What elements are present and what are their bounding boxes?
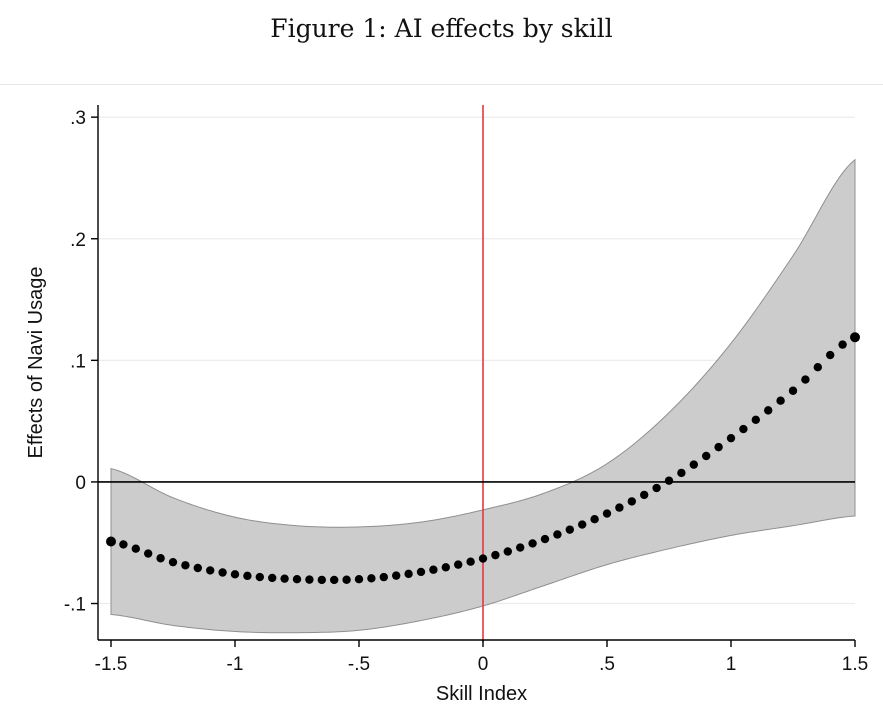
estimate-point bbox=[801, 375, 810, 384]
x-tick-label: -.5 bbox=[348, 654, 370, 675]
estimate-point bbox=[404, 569, 413, 579]
estimate-point bbox=[640, 490, 649, 500]
estimate-point bbox=[850, 332, 860, 343]
x-tick-label: -1 bbox=[227, 654, 244, 675]
estimate-point bbox=[540, 534, 550, 544]
y-tick-label: .1 bbox=[70, 351, 86, 372]
estimate-point bbox=[652, 483, 661, 493]
estimate-point bbox=[441, 563, 450, 572]
estimate-point bbox=[292, 575, 302, 584]
estimate-point bbox=[565, 525, 574, 534]
estimate-point bbox=[193, 563, 202, 573]
estimate-point bbox=[416, 567, 426, 577]
y-tick-label: .2 bbox=[70, 230, 86, 251]
estimate-point bbox=[503, 547, 512, 556]
axes bbox=[91, 105, 856, 647]
estimate-point bbox=[776, 396, 785, 405]
estimate-point bbox=[764, 406, 773, 415]
estimate-point bbox=[367, 574, 376, 583]
x-axis-title: Skill Index bbox=[436, 683, 527, 705]
confidence-band-group bbox=[110, 158, 856, 634]
estimate-point bbox=[454, 560, 463, 569]
estimate-points bbox=[106, 332, 860, 585]
x-tick-label: 0 bbox=[478, 654, 489, 675]
estimate-point bbox=[590, 515, 599, 524]
x-tick-label: 1.5 bbox=[842, 654, 868, 675]
estimate-point bbox=[330, 575, 339, 585]
estimate-point bbox=[739, 424, 748, 434]
y-tick-label: .3 bbox=[70, 108, 86, 129]
estimate-point bbox=[119, 540, 128, 549]
estimate-point bbox=[788, 386, 798, 395]
estimate-point bbox=[813, 363, 822, 372]
estimate-point bbox=[578, 520, 587, 529]
x-tick-label: .5 bbox=[599, 654, 615, 675]
x-tick-label: 1 bbox=[726, 654, 737, 675]
estimate-point bbox=[726, 433, 736, 443]
x-tick-label: -1.5 bbox=[95, 654, 128, 675]
chart-frame: -.1 0 .1 .2 .3 -1.5 -1 -.5 0 .5 1 1.5 Skill Index Eff… bbox=[0, 84, 883, 727]
estimate-point bbox=[491, 550, 500, 560]
estimate-point bbox=[354, 575, 364, 584]
estimate-point bbox=[144, 549, 153, 558]
reference-lines bbox=[98, 105, 855, 642]
estimate-point bbox=[268, 573, 277, 583]
estimate-point bbox=[206, 566, 215, 575]
estimate-point bbox=[168, 557, 178, 567]
estimate-point bbox=[156, 554, 165, 563]
estimate-point bbox=[516, 543, 525, 552]
axis-labels: -.1 0 .1 .2 .3 -1.5 -1 -.5 0 .5 1 1.5 Skill Index Eff… bbox=[25, 108, 868, 705]
estimate-point bbox=[689, 460, 698, 469]
effects-chart: -.1 0 .1 .2 .3 -1.5 -1 -.5 0 .5 1 1.5 Skill Index Eff… bbox=[25, 105, 868, 705]
estimate-point bbox=[280, 574, 289, 583]
estimate-point bbox=[751, 415, 760, 425]
estimate-point bbox=[392, 571, 401, 580]
y-tick-label: -.1 bbox=[64, 595, 86, 616]
estimate-point bbox=[677, 468, 686, 478]
estimate-point bbox=[255, 572, 264, 582]
estimate-point bbox=[528, 539, 537, 548]
estimate-point bbox=[826, 350, 835, 360]
estimate-point bbox=[342, 575, 351, 584]
confidence-band bbox=[110, 158, 856, 634]
estimate-point bbox=[317, 575, 326, 585]
y-axis-title: Effects of Navi Usage bbox=[25, 267, 47, 459]
estimate-point bbox=[702, 451, 711, 461]
estimate-point bbox=[181, 561, 190, 570]
estimate-point bbox=[230, 570, 240, 579]
estimate-point bbox=[627, 497, 636, 506]
estimate-point bbox=[664, 476, 674, 485]
estimate-point bbox=[466, 557, 475, 566]
figure-caption: Figure 1: AI effects by skill bbox=[270, 14, 613, 43]
estimate-point bbox=[379, 572, 388, 582]
estimate-point bbox=[106, 536, 116, 547]
estimate-point bbox=[243, 571, 252, 581]
estimate-point bbox=[305, 575, 314, 584]
estimate-point bbox=[615, 503, 624, 512]
y-tick-label: 0 bbox=[75, 473, 86, 494]
estimate-point bbox=[429, 565, 438, 574]
estimate-point bbox=[131, 544, 140, 553]
estimate-point bbox=[838, 340, 847, 349]
estimate-point bbox=[553, 530, 562, 539]
estimate-point bbox=[602, 509, 612, 518]
estimate-point bbox=[478, 554, 488, 563]
estimate-point bbox=[218, 568, 227, 577]
estimate-point bbox=[714, 442, 723, 452]
